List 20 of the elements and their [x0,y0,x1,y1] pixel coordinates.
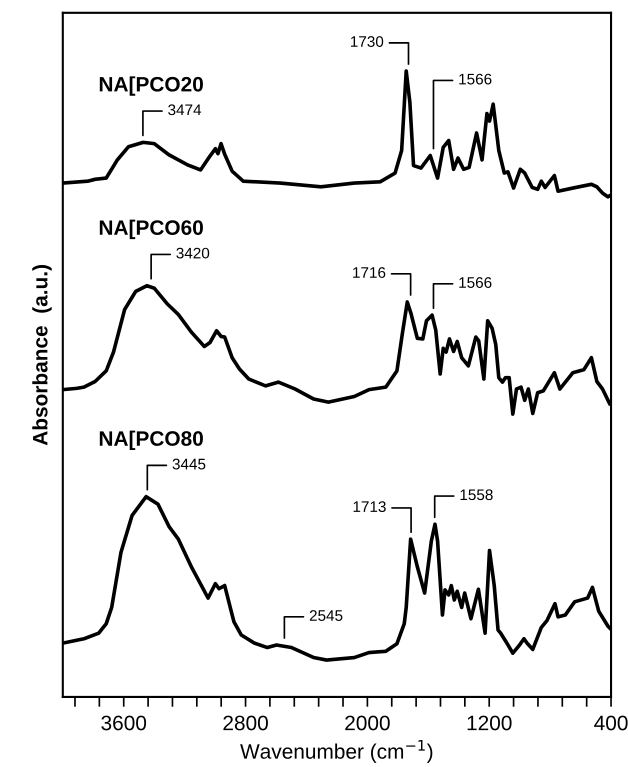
annotation: 1730 [351,36,384,47]
annotation: 1566 [459,74,492,85]
annotation: 1558 [460,489,493,500]
annotation: 3445 [172,458,206,470]
annotation: 2545 [310,610,342,621]
y-axis-title: Absorbance (a.u.) [32,265,52,446]
annotation: 1716 [353,267,386,278]
annotation: 1566 [459,277,492,288]
annotation: 1713 [354,501,386,512]
x-tick-label: 2800 [223,716,268,730]
annotation: 3420 [176,248,210,259]
x-tick-label: 1200 [468,716,512,730]
text: NA[PCO80 [100,430,203,450]
text: NA[PCO60 [100,220,203,240]
x-tick-label: 2000 [345,716,390,730]
x-tick-label: 3600 [101,716,146,730]
x-axis-title: Wavenumber (cm$^{−1}$) [240,740,432,763]
x-tick-label: 400 [594,716,628,730]
text: NA[PCO20 [100,76,203,96]
annotation: 3474 [168,104,202,116]
